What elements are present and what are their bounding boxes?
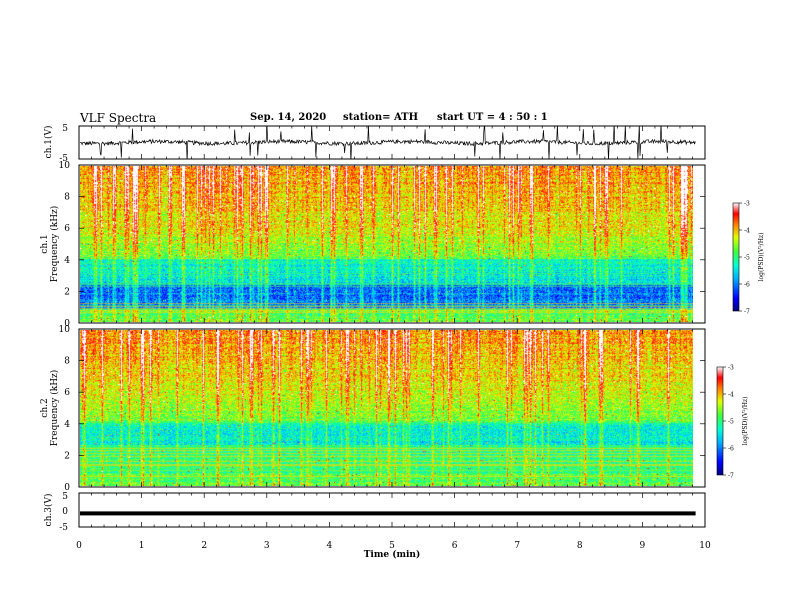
ch1-colorbar-label: log(PSD)(V²/Hz) xyxy=(758,233,765,282)
x-tick-label: 2 xyxy=(201,541,207,551)
x-tick-label: 0 xyxy=(76,541,82,551)
ch2-spectrogram-image xyxy=(80,330,693,486)
colorbar-tick-label: -3 xyxy=(744,201,750,208)
colorbar-tick-label: -5 xyxy=(744,255,750,262)
x-tick-label: 7 xyxy=(514,541,520,551)
y-tick-label: 2 xyxy=(64,287,70,297)
ch3-waveform-line xyxy=(80,511,696,516)
colorbar-tick-label: -6 xyxy=(744,282,750,289)
ch3-waveform-panel: 5 0 -5 ch.3(V) xyxy=(43,492,706,533)
y-tick-label: 4 xyxy=(64,420,70,430)
x-tick-label: 1 xyxy=(139,541,145,551)
x-tick-label: 8 xyxy=(577,541,583,551)
ch2-spec-ylabel: ch.2 xyxy=(40,398,50,417)
colorbar-tick-label: -7 xyxy=(728,473,734,480)
ch2-colorbar-label: log(PSD)(V²/Hz) xyxy=(742,397,749,446)
x-tick-label: 9 xyxy=(640,541,646,551)
time-axis-label: Time (min) xyxy=(364,549,421,560)
y-tick-label: 6 xyxy=(64,224,70,234)
y-tick-label: 6 xyxy=(64,388,70,398)
figure-title: VLF Spectra xyxy=(80,111,157,125)
y-tick-label: 8 xyxy=(64,193,70,203)
y-tick-label: 10 xyxy=(59,325,71,335)
ch1-waveform-panel: 5 -5 ch.1(V) xyxy=(43,124,706,164)
ch2-spec-ylabel-freq: Frequency (kHz) xyxy=(49,370,60,447)
colorbar-tick-label: -4 xyxy=(728,392,734,399)
x-tick-label: 6 xyxy=(452,541,458,551)
y-tick-label: 0 xyxy=(64,319,70,329)
ch2-colorbar: -3 -4 -5 -6 -7 log(PSD)(V²/Hz) xyxy=(716,365,749,480)
date-label: Sep. 14, 2020 xyxy=(250,112,327,123)
y-tick-label: 4 xyxy=(64,256,70,266)
ch1-ylabel: ch.1(V) xyxy=(43,126,54,159)
x-tick-label: 10 xyxy=(699,541,711,551)
ch1-colorbar: -3 -4 -5 -6 -7 log(PSD)(V²/Hz) xyxy=(732,201,765,316)
time-axis: 0 1 2 3 4 5 6 7 8 9 10 xyxy=(76,541,711,551)
start-time-label: start UT = 4 : 50 : 1 xyxy=(437,112,548,123)
ch3-ytick-mid: 0 xyxy=(62,507,68,517)
colorbar-tick-label: -3 xyxy=(728,365,734,372)
colorbar-tick-label: -4 xyxy=(744,228,750,235)
y-tick-label: 2 xyxy=(64,451,70,461)
colorbar-tick-label: -6 xyxy=(728,446,734,453)
ch2-spectrogram-panel: 0 2 4 6 8 10 ch.2 Frequency (kHz) -3 -4 -5 -6 -7 … xyxy=(40,325,749,493)
ch1-spectrogram-image xyxy=(80,166,693,322)
y-tick-label: 10 xyxy=(59,161,71,171)
y-tick-label: 0 xyxy=(64,483,70,493)
x-tick-label: 3 xyxy=(264,541,270,551)
ch1-spectrogram-panel: 0 2 4 6 8 10 ch.1 Frequency (kHz) -3 -4 -5 -6 -7 … xyxy=(40,161,765,329)
y-tick-label: 8 xyxy=(64,357,70,367)
x-tick-label: 4 xyxy=(327,541,333,551)
ch3-ytick-bottom: -5 xyxy=(59,523,68,533)
ch1-ytick-top: 5 xyxy=(62,124,68,134)
colorbar-tick-label: -7 xyxy=(744,309,750,316)
ch1-waveform-line xyxy=(79,126,696,159)
ch3-ylabel: ch.3(V) xyxy=(43,494,54,527)
ch1-ytick-bottom: -5 xyxy=(59,154,68,164)
ch3-ytick-top: 5 xyxy=(62,492,68,502)
colorbar-tick-label: -5 xyxy=(728,419,734,426)
ch1-spec-ylabel: ch.1 xyxy=(40,234,50,253)
station-label: station= ATH xyxy=(343,112,419,123)
x-tick-label: 5 xyxy=(389,541,395,551)
ch1-spec-ylabel-freq: Frequency (kHz) xyxy=(49,206,60,283)
